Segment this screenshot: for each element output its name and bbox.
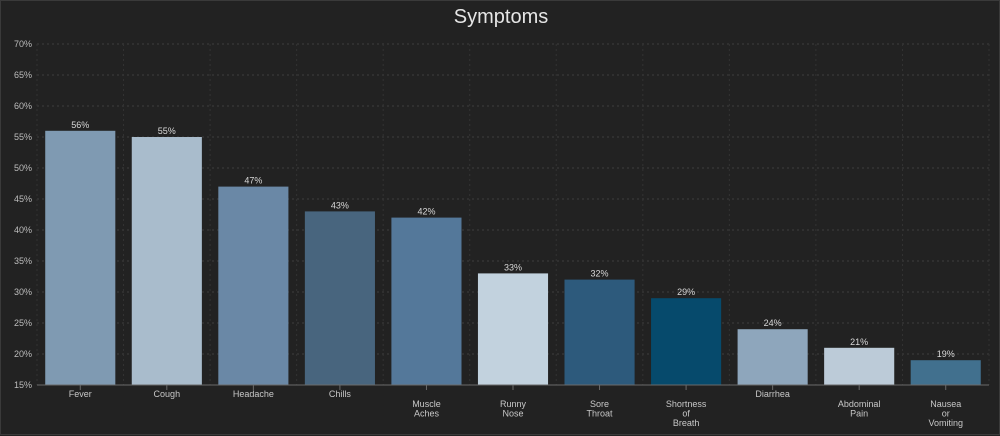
- x-tick-label: Cough: [154, 389, 181, 399]
- y-tick-label: 50%: [14, 163, 32, 173]
- chart-title: Symptoms: [453, 6, 549, 28]
- bar: [737, 329, 808, 385]
- y-tick-label: 30%: [14, 287, 32, 297]
- x-tick-label: Headache: [233, 389, 274, 399]
- x-tick-label-line: Headache: [233, 389, 274, 399]
- x-tick-label: Shortness of Breath: [666, 399, 707, 428]
- bar-value-label: 47%: [244, 176, 262, 186]
- y-tick-label: 60%: [14, 101, 32, 111]
- bar: [651, 298, 722, 385]
- bar-value-label: 33%: [504, 262, 522, 272]
- y-tick-label: 35%: [14, 256, 32, 266]
- y-tick-label: 15%: [14, 380, 32, 390]
- x-tick-label: Sore Throat: [587, 399, 614, 419]
- bar-value-label: 24%: [764, 318, 782, 328]
- x-tick-label-line: Sore: [590, 399, 609, 409]
- bar-value-label: 19%: [937, 349, 955, 359]
- x-tick-label: Fever: [69, 389, 92, 399]
- x-tick-label: Nausea or Vomiting: [928, 399, 963, 428]
- bar-value-label: 55%: [158, 126, 176, 136]
- x-tick-label-line: of: [682, 409, 690, 419]
- x-tick-label: Runny Nose: [500, 399, 527, 419]
- x-tick-label-line: Muscle: [412, 399, 441, 409]
- y-tick-label: 70%: [14, 39, 32, 49]
- x-tick-label-line: Vomiting: [928, 418, 963, 428]
- x-tick-label-line: Pain: [850, 409, 868, 419]
- y-tick-label: 45%: [14, 194, 32, 204]
- x-tick-label-line: Shortness: [666, 399, 707, 409]
- x-tick-label-line: Cough: [154, 389, 181, 399]
- y-tick-label: 40%: [14, 225, 32, 235]
- bar-value-label: 29%: [677, 287, 695, 297]
- y-tick-label: 20%: [14, 349, 32, 359]
- x-tick-label-line: Aches: [414, 409, 440, 419]
- bar: [131, 137, 202, 385]
- x-tick-label-line: or: [942, 409, 950, 419]
- bar-value-label: 32%: [591, 269, 609, 279]
- x-tick-label-line: Throat: [587, 409, 614, 419]
- x-tick-label-line: Abdominal: [838, 399, 881, 409]
- x-tick-label-line: Nausea: [930, 399, 961, 409]
- x-tick-label: Muscle Aches: [412, 399, 441, 419]
- x-tick-label-line: Diarrhea: [755, 389, 790, 399]
- x-tick-label: Chills: [329, 389, 352, 399]
- x-tick-label: Abdominal Pain: [838, 399, 881, 419]
- bar: [824, 347, 895, 385]
- x-tick-label-line: Chills: [329, 389, 352, 399]
- x-tick-label-line: Runny: [500, 399, 527, 409]
- bar: [477, 273, 549, 385]
- y-tick-label: 55%: [14, 132, 32, 142]
- bar-value-label: 43%: [331, 200, 349, 210]
- bar: [45, 130, 116, 385]
- bar: [218, 186, 289, 385]
- x-tick-label: Diarrhea: [755, 389, 790, 399]
- bar: [391, 217, 462, 385]
- y-tick-label: 65%: [14, 70, 32, 80]
- x-tick-label-line: Fever: [69, 389, 92, 399]
- bar-value-label: 56%: [71, 120, 89, 130]
- bar: [304, 211, 375, 385]
- bar-value-label: 42%: [417, 207, 435, 217]
- bar: [564, 279, 635, 385]
- y-tick-label: 25%: [14, 318, 32, 328]
- bar: [910, 360, 981, 385]
- x-tick-label-line: Nose: [502, 409, 523, 419]
- x-tick-label-line: Breath: [673, 418, 700, 428]
- bar-value-label: 21%: [850, 337, 868, 347]
